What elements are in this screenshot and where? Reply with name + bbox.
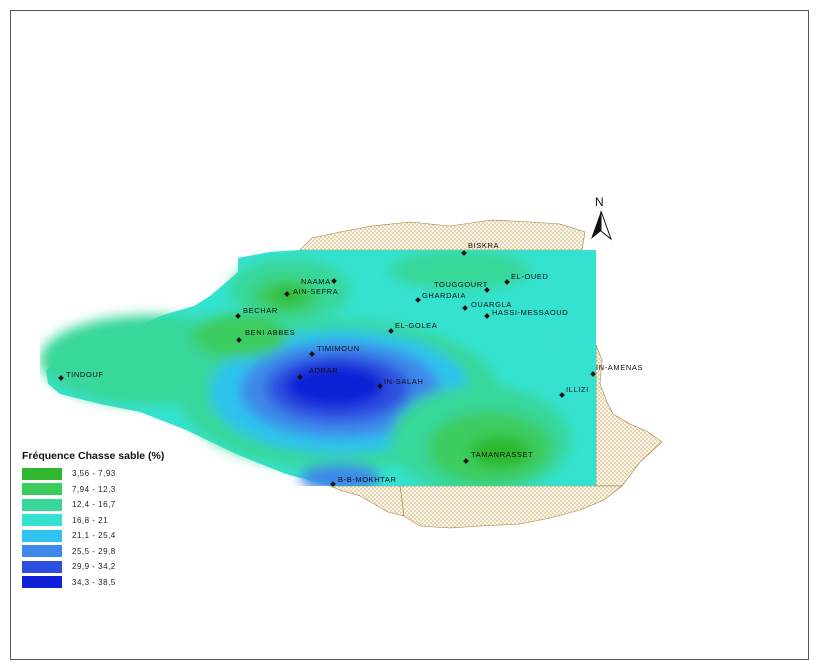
legend-title: Fréquence Chasse sable (%) xyxy=(22,450,165,462)
city-marker xyxy=(377,383,383,389)
city-label-bechar: BECHAR xyxy=(243,306,278,315)
city-label-in-amenas: IN-AMENAS xyxy=(596,363,643,372)
city-label-el-golea: EL-GOLEA xyxy=(395,321,437,330)
city-marker xyxy=(484,313,490,319)
country-outline-north xyxy=(299,219,586,251)
city-marker xyxy=(504,279,510,285)
legend-rows: 3,56 - 7,93 7,94 - 12,3 12,4 - 16,7 16,8 - … xyxy=(22,466,262,590)
legend-label: 34,3 - 38,5 xyxy=(72,577,116,587)
legend-row: 34,3 - 38,5 xyxy=(22,575,262,591)
legend-row: 7,94 - 12,3 xyxy=(22,482,262,498)
north-arrow: N xyxy=(584,195,618,245)
legend-row: 25,5 - 29,8 xyxy=(22,544,262,560)
city-marker xyxy=(331,278,337,284)
city-label-timimoun: TIMIMOUN xyxy=(317,344,360,353)
city-marker xyxy=(462,305,468,311)
city-label-beni-abbes: BENI ABBES xyxy=(245,328,295,337)
legend-label: 12,4 - 16,7 xyxy=(72,500,116,510)
city-labels: BISKRA EL-OUED TOUGGOURT NAAMA AIN-SEFRA… xyxy=(66,241,643,484)
city-label-tamanrasset: TAMANRASSET xyxy=(471,450,533,459)
legend-row: 3,56 - 7,93 xyxy=(22,466,262,482)
legend-swatch xyxy=(22,498,62,511)
legend-swatch xyxy=(22,545,62,558)
city-marker xyxy=(330,481,336,487)
country-outline-southwest xyxy=(329,485,405,517)
city-marker xyxy=(284,291,290,297)
city-label-ouargla: OUARGLA xyxy=(471,300,512,309)
city-marker xyxy=(235,313,241,319)
city-marker xyxy=(388,328,394,334)
legend-swatch xyxy=(22,529,62,542)
north-arrow-icon xyxy=(591,210,613,241)
city-marker xyxy=(484,287,490,293)
legend: Fréquence Chasse sable (%) 3,56 - 7,93 7,… xyxy=(22,450,262,590)
legend-label: 29,9 - 34,2 xyxy=(72,562,116,572)
city-label-el-oued: EL-OUED xyxy=(511,272,549,281)
legend-label: 16,8 - 21 xyxy=(72,515,109,525)
city-label-b-b-mokhtar: B-B-MOKHTAR xyxy=(338,475,397,484)
city-label-adrar: ADRAR xyxy=(309,366,338,375)
legend-swatch xyxy=(22,576,62,589)
legend-label: 21,1 - 25,4 xyxy=(72,531,116,541)
city-label-biskra: BISKRA xyxy=(468,241,499,250)
city-marker xyxy=(236,337,242,343)
city-label-illizi: ILLIZI xyxy=(566,385,589,394)
legend-swatch xyxy=(22,483,62,496)
legend-row: 16,8 - 21 xyxy=(22,513,262,529)
city-label-ghardaia: GHARDAIA xyxy=(422,291,466,300)
city-marker xyxy=(559,392,565,398)
north-letter: N xyxy=(595,195,604,209)
city-label-ain-sefra: AIN-SEFRA xyxy=(293,287,338,296)
country-outline-south xyxy=(399,485,623,529)
city-label-hassi-messaoud: HASSI-MESSAOUD xyxy=(492,308,568,317)
legend-swatch xyxy=(22,467,62,480)
sand-frequency-surface xyxy=(40,250,596,486)
city-label-in-salah: IN-SALAH xyxy=(384,377,423,386)
legend-label: 25,5 - 29,8 xyxy=(72,546,116,556)
city-marker xyxy=(461,250,467,256)
city-label-tindouf: TINDOUF xyxy=(66,370,104,379)
legend-label: 7,94 - 12,3 xyxy=(72,484,116,494)
legend-label: 3,56 - 7,93 xyxy=(72,469,116,479)
city-markers xyxy=(58,250,596,487)
city-label-naama: NAAMA xyxy=(301,277,331,286)
legend-row: 21,1 - 25,4 xyxy=(22,528,262,544)
legend-row: 29,9 - 34,2 xyxy=(22,559,262,575)
legend-row: 12,4 - 16,7 xyxy=(22,497,262,513)
city-marker xyxy=(415,297,421,303)
city-marker xyxy=(463,458,469,464)
legend-swatch xyxy=(22,514,62,527)
legend-swatch xyxy=(22,560,62,573)
city-marker xyxy=(297,374,303,380)
city-marker xyxy=(309,351,315,357)
city-marker xyxy=(590,371,596,377)
city-label-touggourt: TOUGGOURT xyxy=(434,280,488,289)
